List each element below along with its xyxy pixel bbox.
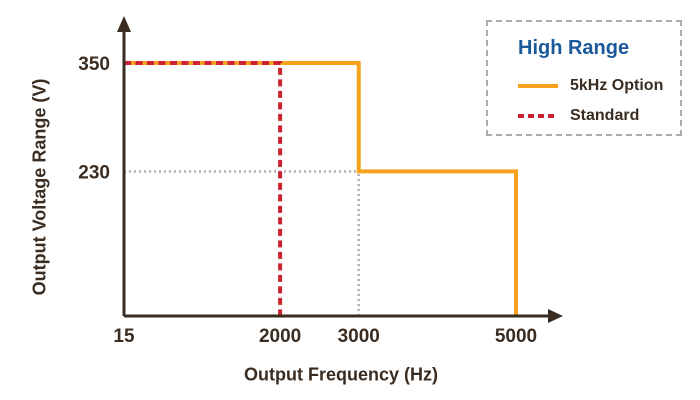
legend: High Range 5kHz Option Standard — [486, 20, 682, 136]
x-tick-label-3000: 3000 — [338, 326, 380, 347]
x-tick-label-15: 15 — [113, 326, 135, 347]
y-axis-arrow — [117, 16, 131, 32]
x-tick-label-2000: 2000 — [259, 326, 301, 347]
y-axis-title: Output Voltage Range (V) — [29, 78, 50, 296]
series-standard — [124, 61, 283, 316]
solid-line-swatch — [518, 84, 558, 88]
legend-label-standard: Standard — [570, 107, 640, 124]
legend-item-standard: Standard — [518, 105, 680, 127]
y-tick-label-350: 350 — [78, 54, 110, 75]
dashed-line-swatch — [518, 114, 558, 118]
x-axis-arrow — [548, 309, 563, 323]
legend-item-5khz-option: 5kHz Option — [518, 75, 680, 97]
series-5khz-option — [124, 61, 518, 316]
y-tick-label-230: 230 — [78, 162, 110, 183]
x-tick-label-5000: 5000 — [495, 326, 537, 347]
x-axis-title: Output Frequency (Hz) — [244, 364, 438, 385]
legend-label-5khz-option: 5kHz Option — [570, 77, 664, 94]
legend-title: High Range — [518, 37, 630, 59]
